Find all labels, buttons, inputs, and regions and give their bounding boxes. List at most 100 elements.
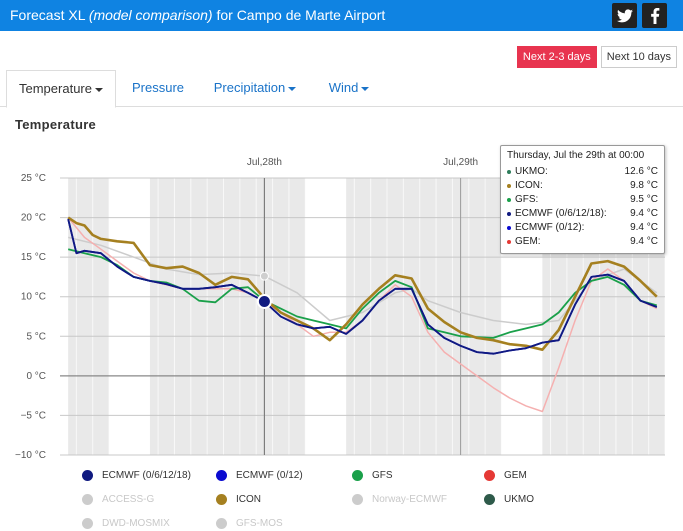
tab-wind-label: Wind: [328, 80, 359, 95]
series-line-gfs: [67, 248, 658, 339]
legend-label: GEM: [504, 470, 527, 481]
tooltip-header: Thursday, Jul the 29th at 00:00: [507, 150, 645, 161]
tab-precipitation-label: Precipitation: [213, 80, 286, 95]
legend-item-gfs[interactable]: GFS: [352, 470, 393, 481]
tooltip-row-value: 9.5 °C: [630, 194, 658, 205]
tooltip-row: GEM: 9.4 °C: [507, 235, 658, 249]
next-2-3-days-button[interactable]: Next 2-3 days: [516, 46, 597, 68]
legend-dot-icon: [82, 518, 93, 529]
legend-dot-icon: [216, 470, 227, 481]
tab-temperature-label: Temperature: [19, 81, 92, 96]
tab-pressure[interactable]: Pressure: [120, 70, 196, 106]
tab-pressure-label: Pressure: [131, 80, 185, 95]
night-band: [68, 178, 110, 455]
legend-item-ecmwf-0-12-[interactable]: ECMWF (0/12): [216, 470, 303, 481]
tooltip-row: GFS: 9.5 °C: [507, 193, 658, 207]
y-tick-label: 10 °C: [21, 292, 46, 303]
top-bar: Forecast XL (model comparison) for Campo…: [0, 0, 683, 31]
legend-dot-icon: [352, 470, 363, 481]
y-tick-label: 25 °C: [21, 173, 46, 184]
chevron-down-icon: [288, 86, 297, 91]
legend-item-access-g[interactable]: ACCESS-G: [82, 494, 154, 505]
legend-dot-icon: [484, 494, 495, 505]
series-dot-icon: [507, 212, 511, 216]
legend-label: ICON: [236, 494, 261, 505]
legend-dot-icon: [216, 518, 227, 529]
section-title: Temperature: [15, 117, 97, 132]
tooltip-row-label: GEM:: [515, 236, 541, 247]
legend-dot-icon: [484, 470, 495, 481]
range-buttons: Next 2-3 days Next 10 days: [516, 46, 677, 68]
series-dot-icon: [507, 240, 511, 244]
legend-label: ECMWF (0/12): [236, 470, 303, 481]
tooltip-row-name: ECMWF (0/12):: [507, 221, 584, 235]
legend-label: ACCESS-G: [102, 494, 155, 505]
legend-item-gem[interactable]: GEM: [484, 470, 527, 481]
hover-point-ecmwf: [256, 293, 272, 309]
y-tick-label: 15 °C: [21, 252, 46, 263]
legend-label: ECMWF (0/6/12/18): [102, 470, 191, 481]
chevron-down-icon: [361, 86, 370, 91]
tooltip-row-name: ECMWF (0/6/12/18):: [507, 207, 607, 221]
legend-label: Norway-ECMWF: [372, 494, 447, 505]
legend-item-icon[interactable]: ICON: [216, 494, 261, 505]
legend-label: UKMO: [504, 494, 534, 505]
legend-item-ukmo[interactable]: UKMO: [484, 494, 534, 505]
series-line-ukmo: [68, 236, 658, 326]
legend-dot-icon: [82, 494, 93, 505]
legend-label: GFS-MOS: [236, 518, 283, 529]
twitter-icon[interactable]: [612, 3, 637, 28]
series-dot-icon: [507, 170, 511, 174]
tooltip-row-value: 9.8 °C: [630, 180, 658, 191]
tooltip-row-value: 9.4 °C: [630, 236, 658, 247]
tab-temperature[interactable]: Temperature: [6, 70, 116, 108]
tooltip-rows: UKMO: 12.6 °C ICON: 9.8 °C GFS: 9.5 °C ECMWF (…: [507, 165, 658, 249]
tooltip-row: ECMWF (0/6/12/18): 9.4 °C: [507, 207, 658, 221]
y-tick-label: −5 °C: [21, 410, 46, 421]
chart-tooltip: Thursday, Jul the 29th at 00:00 UKMO: 12.…: [500, 145, 665, 254]
tooltip-row-name: UKMO:: [507, 165, 548, 179]
tooltip-row-name: ICON:: [507, 179, 543, 193]
legend-item-norway-ecmwf[interactable]: Norway-ECMWF: [352, 494, 447, 505]
legend-dot-icon: [216, 494, 227, 505]
series-line-ecmwf-0-6-12-18-: [67, 218, 658, 355]
tab-bar: Temperature Pressure Precipitation Wind: [0, 70, 683, 108]
title-suffix: for Campo de Marte Airport: [216, 7, 386, 23]
x-tick-label: Jul,28th: [247, 157, 282, 168]
tooltip-row-label: GFS:: [515, 194, 539, 205]
series-line-icon: [67, 216, 658, 351]
page-title: Forecast XL (model comparison) for Campo…: [10, 7, 385, 23]
next-10-days-button[interactable]: Next 10 days: [600, 46, 677, 68]
tooltip-row: UKMO: 12.6 °C: [507, 165, 658, 179]
tooltip-row: ECMWF (0/12): 9.4 °C: [507, 221, 658, 235]
tooltip-row: ICON: 9.8 °C: [507, 179, 658, 193]
legend-item-dwd-mosmix[interactable]: DWD-MOSMIX: [82, 518, 170, 529]
tooltip-row-label: UKMO:: [515, 166, 548, 177]
series-dot-icon: [507, 198, 511, 202]
tooltip-row-value: 9.4 °C: [630, 208, 658, 219]
x-tick-label: Jul,29th: [443, 157, 478, 168]
tooltip-row-value: 9.4 °C: [630, 222, 658, 233]
legend-item-ecmwf-0-6-12-18-[interactable]: ECMWF (0/6/12/18): [82, 470, 191, 481]
series-dot-icon: [507, 226, 511, 230]
y-tick-label: 20 °C: [21, 213, 46, 224]
y-tick-label: 0 °C: [26, 371, 46, 382]
y-tick-label: 5 °C: [26, 331, 46, 342]
facebook-icon[interactable]: [642, 3, 667, 28]
tooltip-row-value: 12.6 °C: [624, 166, 658, 177]
chevron-down-icon: [94, 87, 103, 92]
series-dot-icon: [507, 184, 511, 188]
tooltip-row-name: GFS:: [507, 193, 538, 207]
tooltip-row-label: ECMWF (0/12):: [515, 222, 585, 233]
tooltip-row-name: GEM:: [507, 235, 541, 249]
legend-label: GFS: [372, 470, 393, 481]
tab-wind[interactable]: Wind: [316, 70, 382, 106]
hover-point-ukmo: [259, 271, 269, 281]
legend-dot-icon: [82, 470, 93, 481]
legend-item-gfs-mos[interactable]: GFS-MOS: [216, 518, 283, 529]
legend-dot-icon: [352, 494, 363, 505]
tab-precipitation[interactable]: Precipitation: [202, 70, 308, 106]
tooltip-row-label: ICON:: [515, 180, 543, 191]
title-emphasis: (model comparison): [88, 7, 213, 23]
tooltip-row-label: ECMWF (0/6/12/18):: [515, 208, 607, 219]
